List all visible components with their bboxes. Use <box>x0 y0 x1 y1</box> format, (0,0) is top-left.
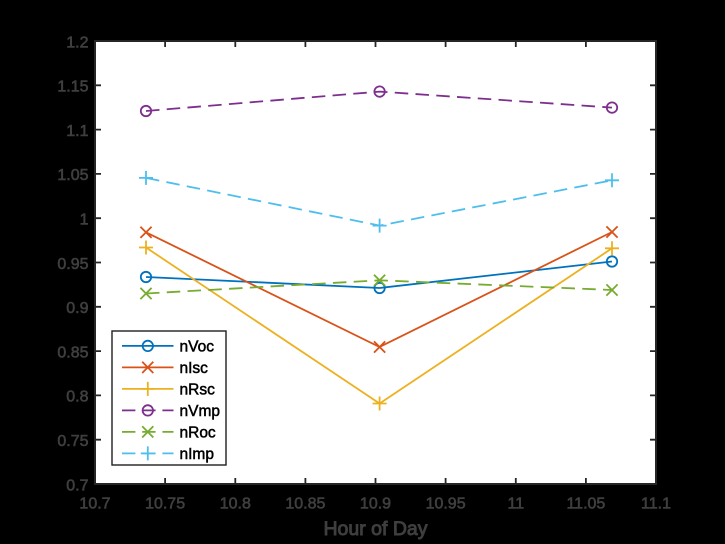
svg-text:0.85: 0.85 <box>57 344 88 361</box>
svg-text:0.9: 0.9 <box>66 300 88 317</box>
svg-text:10.8: 10.8 <box>220 496 251 513</box>
svg-text:nImp: nImp <box>180 446 214 463</box>
svg-text:1.2: 1.2 <box>66 34 88 51</box>
svg-text:nRsc: nRsc <box>180 381 216 398</box>
svg-text:11: 11 <box>507 496 524 513</box>
svg-text:0.75: 0.75 <box>57 433 88 450</box>
svg-text:0.7: 0.7 <box>66 477 88 494</box>
svg-text:Hour of Day: Hour of Day <box>323 518 427 540</box>
svg-text:1: 1 <box>80 212 89 229</box>
svg-text:11.1: 11.1 <box>641 496 671 513</box>
svg-text:1.1: 1.1 <box>66 123 88 140</box>
svg-text:10.7: 10.7 <box>79 496 110 513</box>
svg-text:10.75: 10.75 <box>145 496 185 513</box>
svg-text:11.05: 11.05 <box>566 496 605 513</box>
svg-text:nVoc: nVoc <box>180 338 215 355</box>
svg-text:nVmp: nVmp <box>180 403 221 420</box>
svg-text:1.15: 1.15 <box>57 79 88 96</box>
svg-text:0.8: 0.8 <box>66 389 88 406</box>
svg-text:10.85: 10.85 <box>285 496 325 513</box>
svg-text:10.9: 10.9 <box>360 496 391 513</box>
svg-text:nRoc: nRoc <box>180 424 216 441</box>
svg-text:10.95: 10.95 <box>426 496 466 513</box>
svg-text:nIsc: nIsc <box>180 360 209 377</box>
svg-text:1.05: 1.05 <box>57 167 88 184</box>
svg-text:0.95: 0.95 <box>57 256 88 273</box>
